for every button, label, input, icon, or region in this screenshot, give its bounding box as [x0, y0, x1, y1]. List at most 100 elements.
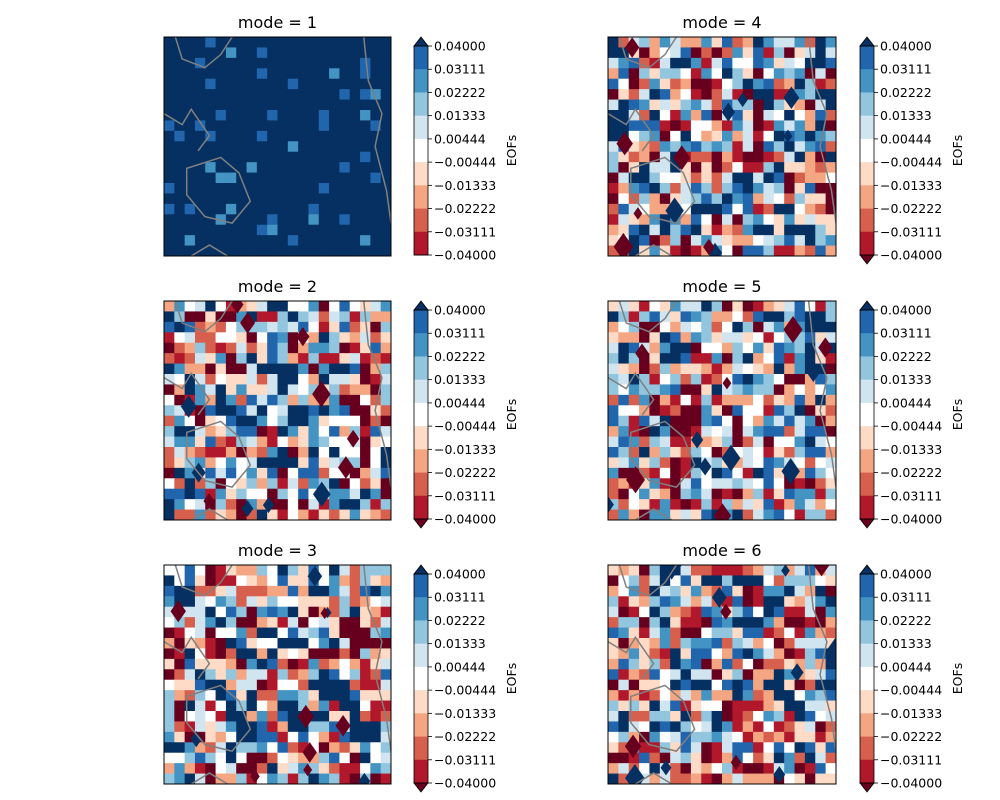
field-cell	[225, 457, 237, 469]
field-cell	[825, 245, 836, 256]
field-cell	[215, 509, 227, 520]
field-cell	[649, 332, 661, 344]
field-cell	[318, 679, 330, 691]
field-cell	[690, 235, 702, 247]
field-cell	[277, 509, 289, 520]
field-cell	[174, 648, 186, 660]
field-cell	[164, 415, 175, 427]
field-cell	[763, 224, 775, 236]
field-cell	[628, 509, 640, 520]
field-cell	[815, 224, 827, 236]
field-cell	[618, 374, 630, 386]
field-cell	[628, 172, 640, 184]
field-cell	[287, 509, 299, 520]
field-cell	[732, 141, 744, 153]
field-cell	[225, 700, 237, 712]
field-cell	[659, 627, 671, 639]
field-cell	[639, 99, 651, 111]
field-cell	[732, 214, 744, 226]
field-cell	[267, 669, 279, 681]
field-cell	[329, 700, 341, 712]
field-cell	[608, 773, 619, 784]
field-cell	[670, 245, 682, 256]
field-cell	[711, 586, 727, 608]
field-cell	[608, 638, 619, 650]
field-cell	[649, 436, 661, 448]
field-cell	[205, 690, 217, 702]
field-cell	[194, 426, 206, 438]
field-cell	[246, 162, 258, 174]
field-cell	[287, 68, 299, 80]
field-cell	[784, 384, 796, 396]
field-cell	[804, 353, 816, 365]
field-cell	[813, 565, 830, 577]
field-cell	[742, 394, 754, 406]
field-cell	[732, 426, 744, 438]
field-cell	[618, 426, 630, 438]
field-cell	[236, 245, 248, 256]
field-cell	[628, 384, 640, 396]
field-cell	[659, 405, 671, 417]
field-cell	[246, 120, 258, 132]
field-cell	[174, 394, 186, 406]
field-cell	[225, 384, 237, 396]
field-cell	[753, 447, 765, 459]
field-cell	[722, 596, 733, 608]
field-cell	[318, 742, 330, 754]
field-cell	[174, 773, 186, 784]
field-cell	[215, 224, 227, 236]
field-cell	[639, 499, 651, 511]
field-cell	[349, 311, 361, 323]
field-cell	[246, 721, 258, 733]
field-cell	[360, 658, 371, 670]
field-cell	[722, 120, 733, 132]
field-cell	[205, 384, 217, 396]
field-cell	[277, 245, 289, 256]
field-cell	[742, 363, 754, 375]
field-cell	[690, 245, 702, 256]
field-cell	[608, 509, 619, 520]
field-cell	[608, 565, 619, 577]
field-cell	[701, 214, 713, 226]
field-cell	[190, 730, 202, 748]
field-cell	[670, 141, 682, 153]
field-cell	[794, 731, 806, 743]
field-cell	[649, 690, 661, 702]
field-cell	[164, 405, 175, 417]
field-cell	[742, 658, 754, 670]
colorbar-tick-label: −0.04000	[434, 248, 496, 263]
field-cell	[225, 183, 237, 195]
field-cell	[308, 596, 320, 608]
field-cell	[742, 332, 754, 344]
field-cell	[298, 627, 310, 639]
colorbar-tick-label: 0.00444	[880, 659, 932, 674]
field-cell	[732, 162, 744, 174]
field-cell	[670, 679, 682, 691]
field-cell	[773, 120, 785, 132]
field-cell	[742, 353, 754, 365]
field-cell	[784, 488, 796, 500]
field-cell	[380, 731, 391, 743]
field-cell	[825, 172, 836, 184]
field-cell	[784, 193, 796, 205]
field-cell	[773, 742, 785, 754]
field-cell	[732, 235, 744, 247]
field-cell	[742, 426, 754, 438]
field-cell	[184, 700, 196, 712]
field-cell	[349, 606, 361, 618]
field-cell	[267, 447, 279, 459]
field-cell	[732, 690, 744, 702]
field-cell	[628, 214, 640, 226]
field-cell	[659, 721, 671, 733]
field-cell	[339, 162, 351, 174]
field-cell	[370, 426, 382, 438]
colorbar-tick-label: −0.04000	[880, 776, 942, 791]
field-cell	[753, 596, 765, 608]
field-cell	[298, 353, 310, 365]
field-cell	[711, 203, 723, 215]
field-cell	[804, 690, 816, 702]
coastline	[807, 565, 836, 752]
field-cell	[349, 467, 361, 479]
field-cell	[215, 342, 227, 354]
field-cell	[236, 68, 248, 80]
